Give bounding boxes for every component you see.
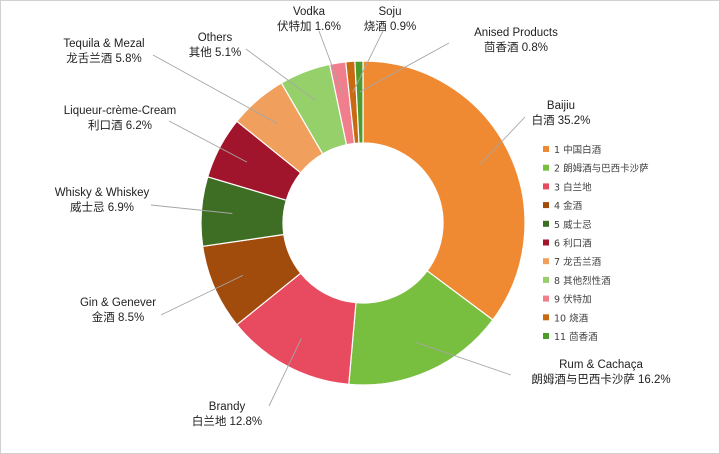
slice-baijiu (362, 60, 526, 321)
legend-entry: 11 茴香酒 (554, 332, 598, 343)
slice-label-brandy: Brandy (209, 401, 246, 413)
legend-swatch (543, 164, 549, 171)
leader-line-others (245, 48, 317, 102)
slice-value-rum-cachaca: 朗姆酒与巴西卡沙萨 16.2% (531, 372, 670, 386)
leader-line-baijiu (479, 116, 526, 165)
slice-rum-cachaca (348, 269, 494, 386)
legend-entry: 6 利口酒 (554, 238, 592, 250)
slice-value-anised-products: 茴香酒 0.8% (484, 41, 548, 54)
legend-entry: 9 伏特加 (554, 294, 592, 306)
leader-line-gin-genever (160, 274, 244, 316)
legend-swatch (543, 258, 549, 265)
slice-value-vodka: 伏特加 1.6% (277, 19, 341, 33)
slice-label-vodka: Vodka (293, 6, 326, 18)
legend-swatch (543, 276, 549, 283)
slice-label-anised-products: Anised Products (474, 27, 558, 39)
leader-line-vodka (318, 30, 343, 94)
legend-swatch (543, 183, 549, 190)
leader-line-tequila-mezal (152, 54, 278, 125)
legend-swatch (543, 239, 549, 246)
legend-swatch (543, 146, 549, 152)
legend-entry: 2 朗姆酒与巴西卡沙萨 (554, 163, 649, 175)
legend-swatch (543, 314, 549, 321)
legend-entry: 8 其他烈性酒 (554, 275, 611, 287)
legend-entry: 1 中国白酒 (554, 144, 602, 156)
slice-value-soju: 烧酒 0.9% (364, 20, 416, 33)
legend-entry: 5 威士忌 (554, 219, 592, 231)
legend-swatch (543, 220, 549, 227)
slice-label-rum-cachaca: Rum & Cachaça (559, 359, 643, 371)
slice-label-tequila-mezal: Tequila & Mezal (63, 38, 144, 50)
legend-entry: 4 金酒 (554, 200, 583, 212)
slice-label-liqueur-creme-cream: Liqueur-crème-Cream (64, 105, 176, 117)
leader-line-anised-products (359, 42, 450, 93)
slice-value-liqueur-creme-cream: 利口酒 6.2% (88, 119, 152, 132)
legend-entry: 7 龙舌兰酒 (554, 256, 602, 268)
legend-swatch (543, 202, 549, 209)
legend-swatch (543, 333, 549, 339)
slice-value-tequila-mezal: 龙舌兰酒 5.8% (66, 52, 141, 65)
slice-value-baijiu: 白酒 35.2% (532, 113, 591, 127)
slice-anised-products (354, 60, 364, 144)
slice-label-others: Others (198, 32, 233, 44)
slice-value-gin-genever: 金酒 8.5% (92, 310, 144, 324)
slice-label-soju: Soju (378, 6, 401, 18)
legend-swatch (543, 295, 549, 302)
legend-entry: 10 烧酒 (554, 312, 589, 324)
legend-entry: 3 白兰地 (554, 181, 592, 193)
slice-value-brandy: 白兰地 12.8% (192, 414, 262, 428)
slice-label-baijiu: Baijiu (547, 100, 575, 112)
slice-value-whisky-whiskey: 威士忌 6.9% (70, 201, 134, 214)
leader-line-brandy (268, 338, 302, 407)
leader-line-soju (352, 30, 384, 93)
slice-label-whisky-whiskey: Whisky & Whiskey (55, 187, 150, 199)
slice-value-others: 其他 5.1% (189, 46, 241, 59)
leader-line-whisky-whiskey (150, 204, 233, 214)
slice-label-gin-genever: Gin & Genever (80, 297, 156, 309)
leader-line-liqueur-creme-cream (168, 120, 248, 163)
leader-line-rum-cachaca (416, 342, 512, 376)
